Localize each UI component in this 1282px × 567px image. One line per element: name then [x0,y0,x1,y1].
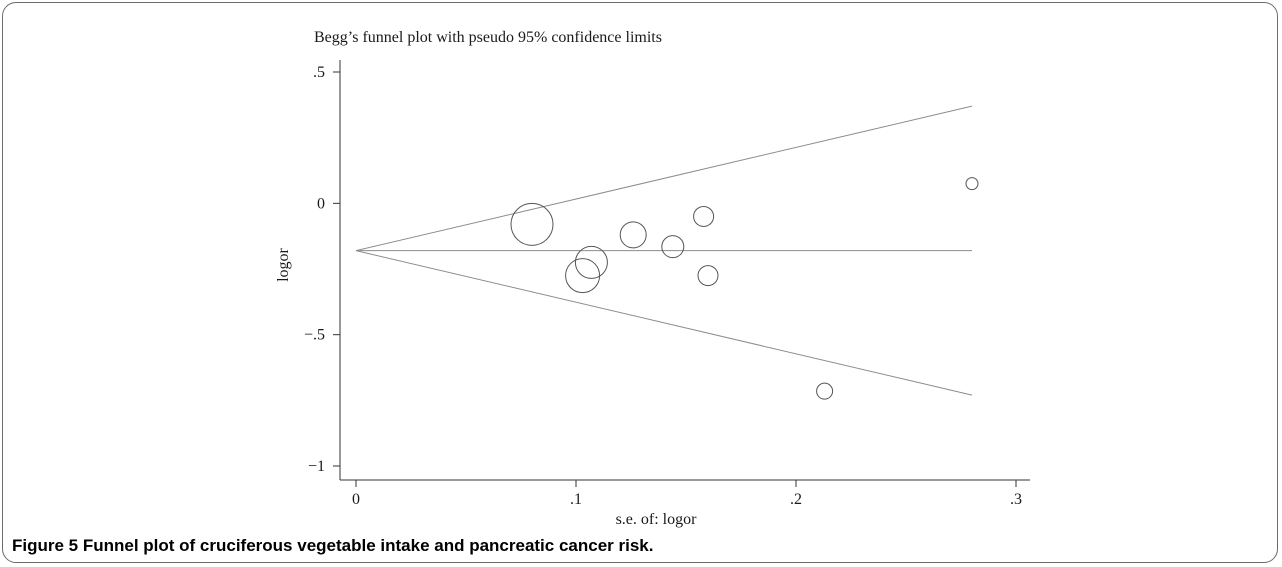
y-axis-label: logor [275,247,292,281]
study-point-1 [510,202,554,246]
study-point-7 [697,265,719,287]
y-tick-label: −.5 [304,327,325,344]
x-tick-label: .2 [790,491,802,508]
figure-caption: Figure 5 Funnel plot of cruciferous vege… [12,536,654,555]
y-tick-label: −1 [308,458,325,475]
x-tick-label: .1 [570,491,582,508]
x-axis-label: s.e. of: logor [616,511,698,528]
study-point-3 [574,245,608,279]
study-point-4 [619,221,647,249]
lower-confidence-limit-line [355,250,973,396]
chart-title: Begg’s funnel plot with pseudo 95% confi… [314,29,662,46]
y-tick-label: .5 [313,64,325,81]
upper-confidence-limit-line [355,105,973,252]
funnel-plot: Begg’s funnel plot with pseudo 95% confi… [275,29,1030,528]
study-point-8 [816,382,834,400]
axis-ticks: 0 .1 .2 .3 .5 0 −.5 −1 [304,64,1022,508]
y-tick-label: 0 [317,195,325,212]
chart-marks [355,105,979,400]
study-point-5 [661,235,685,259]
study-point-9 [965,177,979,191]
study-point-2 [565,258,601,294]
study-point-6 [693,205,715,227]
x-tick-label: .3 [1010,491,1022,508]
x-tick-label: 0 [352,491,360,508]
